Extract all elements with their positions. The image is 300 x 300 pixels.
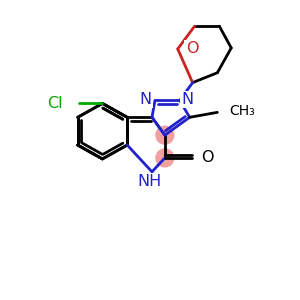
Circle shape xyxy=(156,126,174,144)
Text: CH₃: CH₃ xyxy=(229,104,255,118)
Text: Cl: Cl xyxy=(47,96,63,111)
Text: N: N xyxy=(182,92,194,107)
Circle shape xyxy=(156,149,174,167)
Text: NH: NH xyxy=(138,174,162,189)
Text: O: O xyxy=(186,41,198,56)
Text: N: N xyxy=(140,92,152,107)
Text: O: O xyxy=(202,150,214,165)
